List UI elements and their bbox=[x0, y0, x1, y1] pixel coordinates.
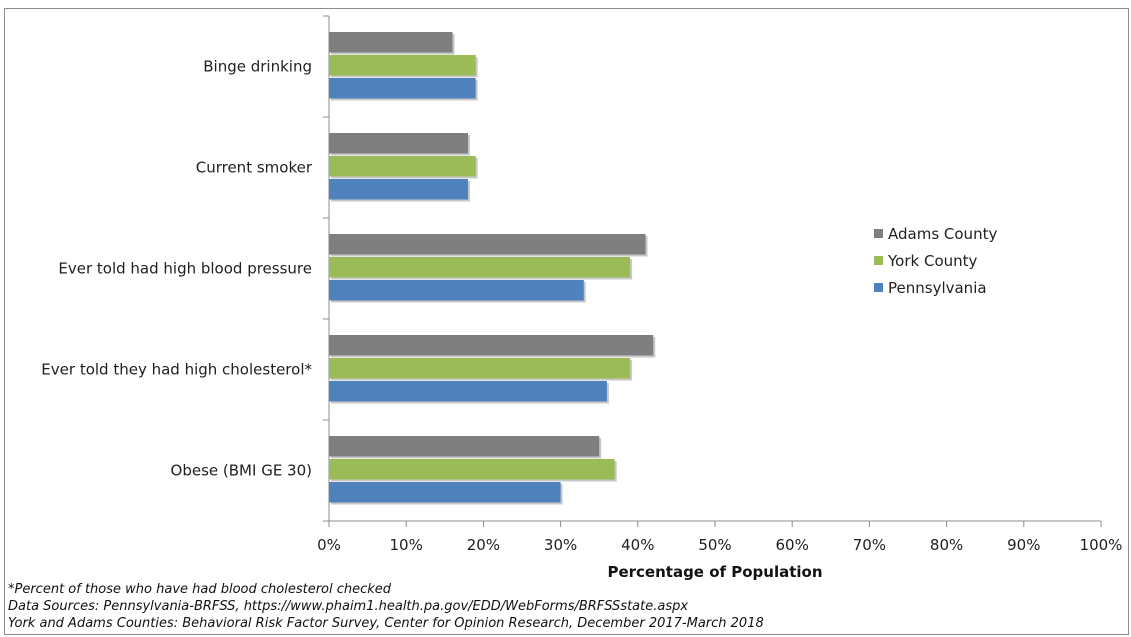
footnote-sources-pa: Data Sources: Pennsylvania-BRFSS, https:… bbox=[8, 599, 689, 614]
value-tick-label: 50% bbox=[698, 536, 731, 554]
bar-pennsylvania-obese-bmi-ge-30 bbox=[329, 482, 561, 503]
footnotes: *Percent of those who have had blood cho… bbox=[8, 581, 764, 632]
legend-label-pennsylvania: Pennsylvania bbox=[888, 279, 987, 297]
bar-adams-county-ever-told-they-had-high-cholesterol bbox=[329, 335, 654, 356]
bar-york-county-current-smoker bbox=[329, 156, 476, 177]
bar-pennsylvania-current-smoker bbox=[329, 179, 468, 200]
value-tick-label: 20% bbox=[467, 536, 500, 554]
category-label-obese-bmi-ge-30: Obese (BMI GE 30) bbox=[171, 462, 312, 480]
value-axis: 0% 10% 20% 30% 40% 50% 60% 70% 80% 90% 100% bbox=[317, 520, 1123, 554]
bar-york-county-obese-bmi-ge-30 bbox=[329, 459, 615, 480]
value-tick-label: 40% bbox=[621, 536, 654, 554]
bar-pennsylvania-ever-told-they-had-high-cholesterol bbox=[329, 381, 607, 402]
bar-pennsylvania-ever-told-had-high-blood-pressure bbox=[329, 280, 584, 301]
legend-swatch-adams-county bbox=[874, 229, 883, 238]
value-tick-label: 60% bbox=[776, 536, 809, 554]
legend-label-adams-county: Adams County bbox=[888, 225, 997, 243]
footnote-cholesterol: *Percent of those who have had blood cho… bbox=[8, 582, 392, 597]
value-tick-label: 0% bbox=[317, 536, 341, 554]
bar-adams-county-binge-drinking bbox=[329, 32, 453, 53]
bar-york-county-ever-told-had-high-blood-pressure bbox=[329, 257, 631, 278]
value-tick-label: 90% bbox=[1007, 536, 1040, 554]
category-label-current-smoker: Current smoker bbox=[196, 159, 313, 177]
bar-adams-county-obese-bmi-ge-30 bbox=[329, 436, 600, 457]
legend-swatch-pennsylvania bbox=[874, 283, 883, 292]
bar-adams-county-current-smoker bbox=[329, 133, 468, 154]
value-tick-label: 100% bbox=[1080, 536, 1123, 554]
bar-york-county-binge-drinking bbox=[329, 55, 476, 76]
legend-swatch-york-county bbox=[874, 256, 883, 265]
category-label-ever-told-they-had-high-cholesterol: Ever told they had high cholesterol* bbox=[41, 361, 312, 379]
value-tick-label: 10% bbox=[390, 536, 423, 554]
bar-adams-county-ever-told-had-high-blood-pressure bbox=[329, 234, 646, 255]
chart-frame bbox=[4, 8, 1129, 635]
bar-pennsylvania-binge-drinking bbox=[329, 78, 476, 99]
legend-label-york-county: York County bbox=[887, 252, 978, 270]
value-tick-label: 70% bbox=[853, 536, 886, 554]
legend: Adams County York County Pennsylvania bbox=[874, 225, 997, 297]
category-label-ever-told-had-high-blood-pressure: Ever told had high blood pressure bbox=[58, 260, 312, 278]
value-tick-label: 30% bbox=[544, 536, 577, 554]
category-axis: Binge drinking Current smoker Ever told ha… bbox=[41, 15, 330, 522]
value-tick-label: 80% bbox=[930, 536, 963, 554]
bars-group bbox=[329, 32, 656, 505]
bar-york-county-ever-told-they-had-high-cholesterol bbox=[329, 358, 631, 379]
footnote-sources-counties: York and Adams Counties: Behavioral Risk… bbox=[8, 616, 764, 631]
category-label-binge-drinking: Binge drinking bbox=[203, 58, 312, 76]
x-axis-title: Percentage of Population bbox=[607, 563, 822, 581]
